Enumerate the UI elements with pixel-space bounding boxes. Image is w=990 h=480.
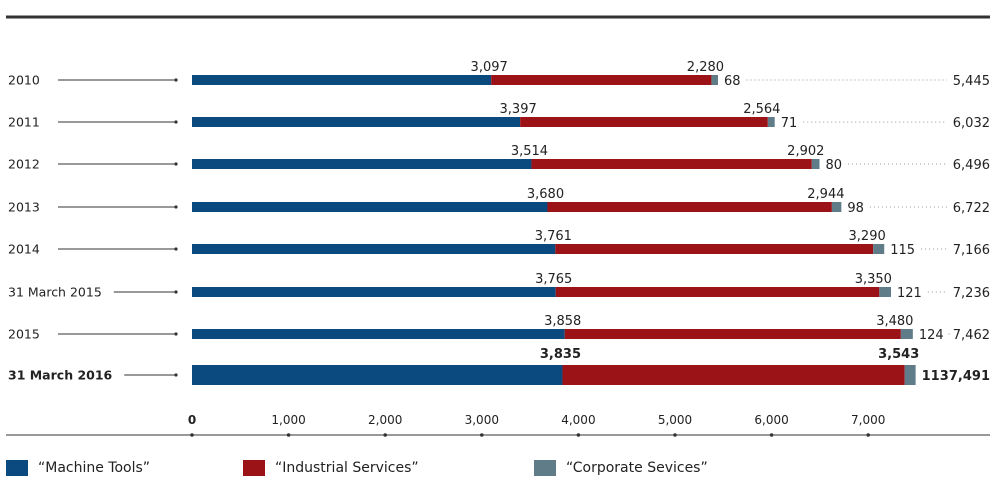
bar-segment [491,75,712,85]
data-label: 71 [781,116,798,131]
data-label: 2,280 [687,60,724,75]
bar-segment [520,117,768,127]
category-label: 31 March 2015 [8,285,102,300]
category-label: 2014 [8,242,40,257]
x-tick-label: 1,000 [271,413,305,427]
category-label: 2012 [8,157,40,172]
category-leader-dot [174,205,178,209]
x-tick-label: 7,000 [851,413,885,427]
bar-segment [192,202,548,212]
legend-label-corporate-services: “Corporate Sevices” [566,460,708,476]
legend: “Machine Tools” “Industrial Services” “C… [0,460,990,480]
bar-segment [547,202,832,212]
category-label: 2010 [8,73,40,88]
x-tick-label: 5,000 [658,413,692,427]
data-label: 3,858 [544,314,581,329]
data-label: 3,290 [849,229,886,244]
data-label: 3,350 [855,272,892,287]
bar-segment [562,365,905,385]
bar-segment [879,287,891,297]
category-leader-dot [174,290,178,294]
data-label: 80 [826,158,843,173]
bar-segment [900,329,913,339]
legend-item-machine-tools: “Machine Tools” [6,460,150,476]
bar-segment [192,117,521,127]
x-tick-label: 0 [188,413,196,427]
data-label: 3,397 [500,102,537,117]
bar-segment [192,75,492,85]
bar-segment [192,159,532,169]
bar-segment [192,329,565,339]
bar-segment [564,329,901,339]
bar-segment [531,159,812,169]
category-label: 2011 [8,115,40,130]
total-label: 7,462 [953,328,990,343]
x-tick-label: 6,000 [754,413,788,427]
x-tick-label: 4,000 [561,413,595,427]
bar-segment [873,244,885,254]
legend-swatch-machine-tools [6,460,28,476]
bar-segment [192,365,563,385]
data-label: 2,902 [787,144,824,159]
category-leader-dot [174,162,178,166]
data-label: 3,835 [540,347,581,362]
bar-segment [904,365,916,385]
total-label: 7,236 [953,286,990,301]
data-label: 3,097 [471,60,508,75]
data-label: 3,480 [876,314,913,329]
total-label: 7,491 [949,369,990,384]
bar-segment [555,287,880,297]
x-tick-label: 2,000 [368,413,402,427]
legend-item-corporate-services: “Corporate Sevices” [534,460,708,476]
category-leader-dot [174,373,178,377]
x-tick-label: 3,000 [465,413,499,427]
data-label: 121 [897,286,922,301]
total-label: 7,166 [953,243,990,258]
bar-segment [767,117,775,127]
category-leader-dot [174,78,178,82]
data-label: 3,680 [527,187,564,202]
bar-segment [811,159,820,169]
bar-segment [711,75,718,85]
data-label: 68 [724,74,741,89]
data-label: 98 [847,201,864,216]
data-label: 2,944 [807,187,844,202]
total-label: 6,722 [953,201,990,216]
category-leader-dot [174,247,178,251]
bar-segment [192,244,556,254]
total-label: 6,032 [953,116,990,131]
category-label: 2015 [8,327,40,342]
legend-swatch-industrial-services [243,460,265,476]
bar-segment [831,202,842,212]
category-label: 31 March 2016 [8,368,113,383]
data-label: 3,543 [878,347,919,362]
data-label: 2,564 [743,102,780,117]
data-label: 3,765 [535,272,572,287]
total-label: 6,496 [953,158,990,173]
data-label: 3,761 [535,229,572,244]
data-label: 113 [922,369,949,384]
category-leader-dot [174,120,178,124]
category-label: 2013 [8,200,40,215]
total-label: 5,445 [953,74,990,89]
data-label: 115 [890,243,915,258]
bar-segment [555,244,874,254]
legend-label-industrial-services: “Industrial Services” [275,460,419,476]
data-label: 124 [919,328,944,343]
data-label: 3,514 [511,144,548,159]
legend-swatch-corporate-services [534,460,556,476]
legend-label-machine-tools: “Machine Tools” [38,460,151,476]
bar-segment [192,287,556,297]
legend-item-industrial-services: “Industrial Services” [243,460,419,476]
category-leader-dot [174,332,178,336]
